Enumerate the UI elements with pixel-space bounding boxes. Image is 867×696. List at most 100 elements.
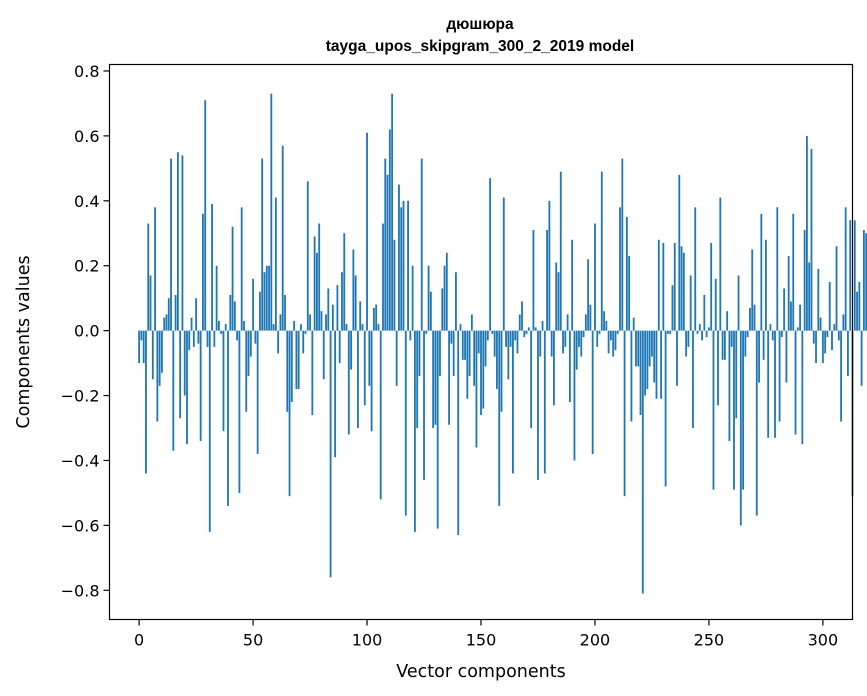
bar — [860, 330, 863, 386]
x-axis-ticks: 0 50 100 150 200 250 300 — [134, 619, 838, 650]
bar — [220, 330, 223, 334]
bar — [847, 330, 849, 377]
bar — [427, 265, 430, 331]
bar — [523, 330, 526, 338]
bar — [341, 272, 343, 331]
bar — [644, 330, 647, 396]
bar — [687, 330, 690, 347]
bar — [534, 327, 537, 331]
bar — [256, 330, 259, 454]
bar — [824, 330, 827, 354]
bar — [140, 330, 143, 341]
bar — [821, 330, 824, 364]
bar — [584, 314, 587, 331]
bar — [149, 275, 152, 331]
bar — [557, 272, 560, 331]
bar — [746, 330, 749, 338]
bar — [236, 330, 239, 341]
bar — [660, 330, 662, 399]
bar — [685, 330, 688, 357]
bar — [771, 330, 774, 341]
bar — [614, 330, 617, 351]
bar — [284, 294, 286, 331]
bar — [343, 233, 346, 331]
bar — [229, 294, 232, 331]
y-tick-label: −0.6 — [61, 516, 100, 535]
bar — [502, 197, 505, 331]
bar — [578, 330, 580, 347]
bar — [183, 330, 186, 396]
bar — [391, 93, 394, 331]
bar — [641, 330, 644, 594]
bar — [844, 207, 847, 331]
bar — [151, 330, 154, 380]
bar — [701, 330, 703, 341]
bar — [562, 330, 564, 354]
bar — [735, 330, 738, 419]
bar — [764, 239, 767, 331]
bar — [856, 291, 858, 331]
bar — [628, 255, 631, 331]
bar — [767, 330, 770, 438]
bar — [730, 330, 733, 347]
bar — [450, 330, 453, 344]
bar — [448, 330, 450, 425]
bar — [493, 330, 496, 357]
bar — [361, 324, 364, 331]
bar — [331, 304, 334, 331]
bar — [224, 324, 227, 331]
bar — [268, 265, 270, 331]
bar — [377, 324, 380, 331]
bar — [632, 317, 635, 331]
bar — [831, 330, 833, 351]
bar — [598, 330, 601, 334]
bar — [306, 181, 309, 331]
bar — [286, 330, 289, 412]
bar — [744, 330, 747, 357]
bar — [541, 320, 544, 331]
bar — [243, 320, 245, 331]
bar — [603, 311, 605, 331]
bar — [309, 314, 311, 331]
bar — [459, 324, 462, 331]
bar — [714, 278, 717, 331]
bar — [461, 330, 464, 360]
bar — [749, 307, 751, 331]
bar — [254, 330, 257, 344]
bar — [238, 330, 241, 493]
bar — [222, 330, 225, 432]
bar — [858, 281, 861, 331]
bar — [473, 330, 476, 386]
bar — [505, 330, 507, 347]
bar — [441, 288, 444, 331]
bar — [696, 330, 699, 334]
bar — [596, 330, 599, 347]
bar — [388, 129, 391, 331]
bar — [327, 288, 330, 331]
bar — [147, 223, 150, 331]
bar — [227, 330, 229, 506]
bar — [546, 230, 548, 331]
bar — [320, 311, 323, 331]
x-tick-label: 250 — [694, 631, 725, 650]
bar — [416, 330, 419, 429]
bar — [518, 314, 521, 331]
bar — [600, 171, 603, 331]
bar — [379, 330, 382, 500]
bar — [819, 317, 822, 331]
bar — [787, 255, 790, 331]
bar — [568, 330, 571, 403]
bars-group — [138, 93, 867, 594]
bar — [315, 252, 318, 331]
bar — [635, 330, 637, 367]
bar — [712, 330, 715, 490]
bar — [297, 330, 300, 390]
bar — [498, 330, 501, 506]
bar — [145, 330, 147, 474]
bar — [420, 158, 423, 331]
y-axis-ticks: −0.8 −0.6 −0.4 −0.2 0.0 0.2 0.4 0.6 0.8 — [61, 62, 110, 600]
bar — [252, 278, 254, 331]
bar — [774, 330, 776, 438]
chart-subtitle: tayga_upos_skipgram_300_2_2019 model — [326, 38, 634, 55]
